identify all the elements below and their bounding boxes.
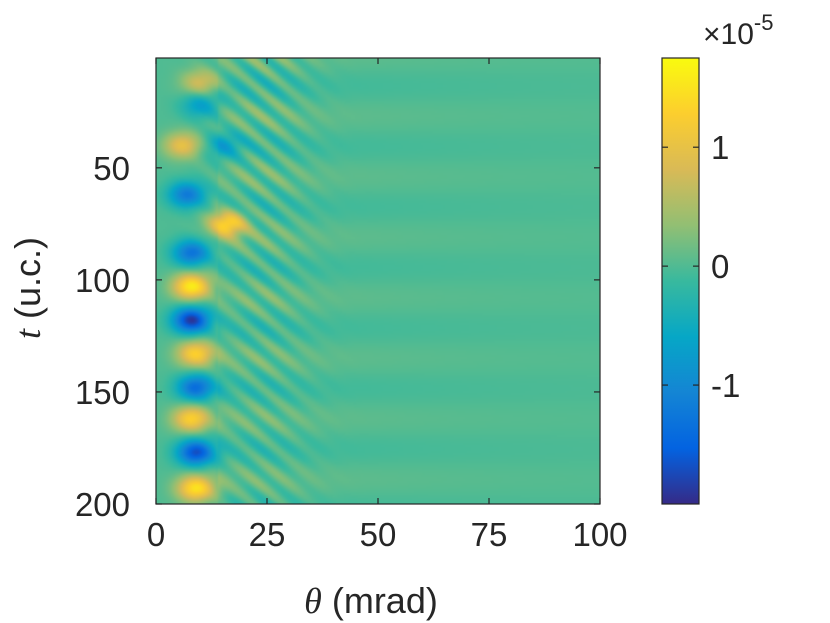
colorbar-gradient xyxy=(661,57,700,505)
y-tick-label: 200 xyxy=(75,486,130,523)
colorbar-ticks: -1 0 1 xyxy=(662,129,740,404)
y-tick-label: 50 xyxy=(93,150,130,187)
x-axis-ticks: 0 25 50 75 100 xyxy=(147,58,628,553)
x-tick-label: 75 xyxy=(471,516,508,553)
colorbar-tick-label: 0 xyxy=(711,248,729,285)
x-axis-label: θ (mrad) xyxy=(304,580,438,621)
y-tick-label: 150 xyxy=(75,374,130,411)
colorbar-tick-label: 1 xyxy=(711,129,729,166)
y-tick-label: 100 xyxy=(75,262,130,299)
colorbar-tick-label: -1 xyxy=(711,367,740,404)
colorbar-exponent: ×10-5 xyxy=(703,10,773,51)
y-axis-ticks: 50 100 150 200 xyxy=(75,150,600,523)
plot-area: 0 25 50 75 100 50 100 150 200 xyxy=(75,57,628,553)
x-tick-label: 25 xyxy=(249,516,286,553)
colorbar: -1 0 1 ×10-5 xyxy=(661,10,773,505)
heatmap-image xyxy=(156,58,600,504)
x-tick-label: 100 xyxy=(572,516,627,553)
x-tick-label: 50 xyxy=(360,516,397,553)
x-tick-label: 0 xyxy=(147,516,165,553)
y-axis-label: t (u.c.) xyxy=(7,237,48,339)
